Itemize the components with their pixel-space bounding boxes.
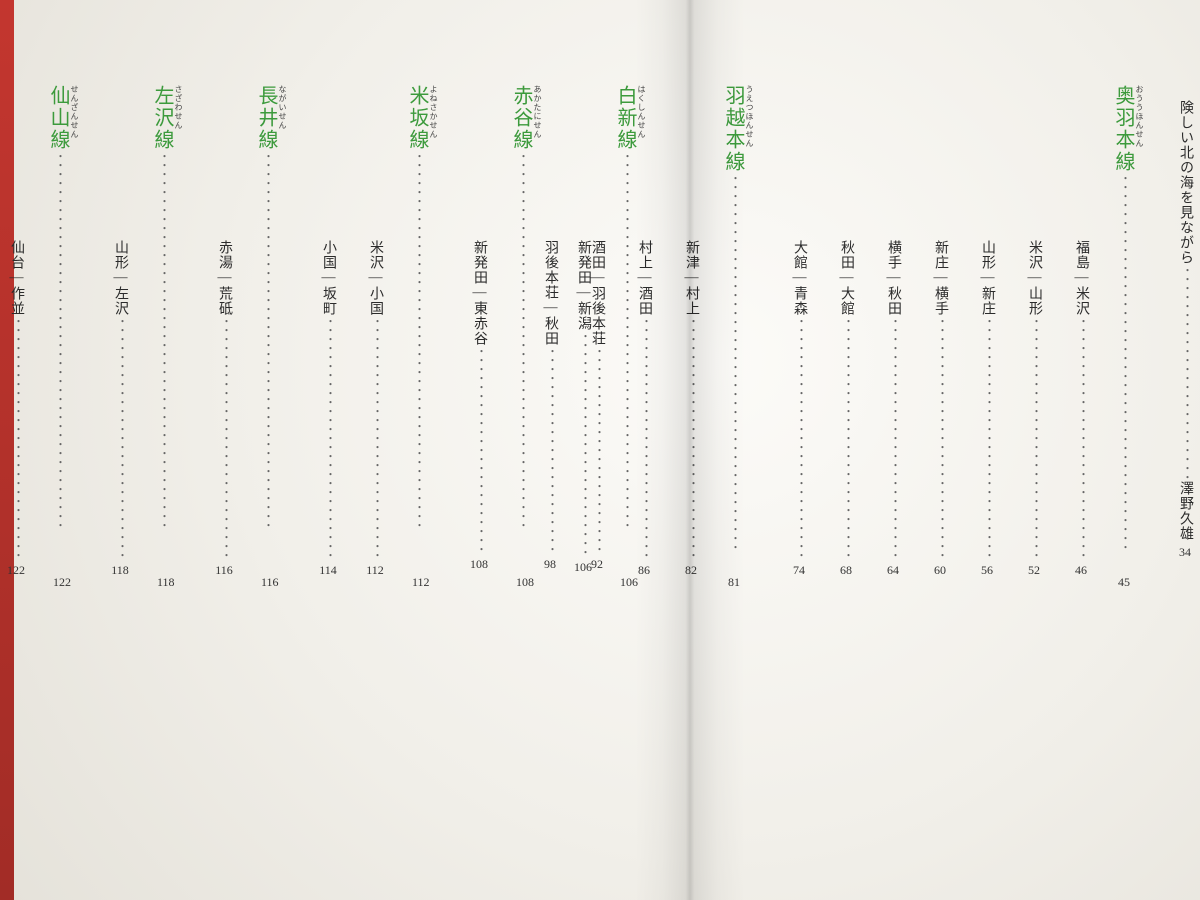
toc-column: 小国—坂町・・・・・・・・・・・・・・・・・・・・・・・・・・・114 — [318, 240, 338, 578]
toc-column: 仙台—作並・・・・・・・・・・・・・・・・・・・・・・・・・・・122 — [6, 240, 26, 578]
toc-column: 左沢線・・・・・・・・・・・・・・・・・・・・・・・・・・・・・・・・・・・・・… — [157, 85, 177, 529]
furigana: よねさかせん — [429, 85, 437, 139]
route-segment: 大館—青森 — [792, 240, 807, 316]
section-title: 奥羽本線 — [1112, 85, 1134, 173]
toc-column: 赤谷線・・・・・・・・・・・・・・・・・・・・・・・・・・・・・・・・・・・・・… — [516, 85, 536, 529]
author-name: 澤野久雄 — [1178, 481, 1193, 541]
toc-column: 福島—米沢・・・・・・・・・・・・・・・・・・・・・・・・・・・46 — [1071, 240, 1091, 578]
furigana: あかたにせん — [533, 85, 541, 139]
page-number: 82 — [685, 563, 697, 578]
route-segment: 新庄—横手 — [933, 240, 948, 316]
section-page-number: 45 — [1118, 575, 1130, 590]
page-number: 116 — [215, 563, 233, 578]
toc-column: 羽越本線・・・・・・・・・・・・・・・・・・・・・・・・・・・・・・・・・・・・… — [728, 85, 748, 551]
furigana: さざわせん — [174, 85, 182, 130]
toc-column: 新庄—横手・・・・・・・・・・・・・・・・・・・・・・・・・・・60 — [930, 240, 950, 578]
toc-column: 羽後本荘—秋田・・・・・・・・・・・・・・・・・・・・・・・98 — [540, 240, 560, 572]
page-number: 108 — [470, 557, 488, 572]
toc-column: 山形—新庄・・・・・・・・・・・・・・・・・・・・・・・・・・・56 — [977, 240, 997, 578]
page-number: 74 — [793, 563, 805, 578]
furigana: おううほんせん — [1135, 85, 1143, 148]
section-title: 羽越本線 — [722, 85, 744, 173]
section-page-number: 106 — [620, 575, 638, 590]
route-segment: 秋田—大館 — [839, 240, 854, 316]
toc-column: 新発田—新潟・・・・・・・・・・・・・・・・・・・・・・・・・106 — [573, 240, 593, 575]
furigana: はくしんせん — [637, 85, 645, 139]
page-number: 34 — [1179, 545, 1191, 560]
page-number: 56 — [981, 563, 993, 578]
page-number: 112 — [366, 563, 384, 578]
section-title: 白新線 — [614, 85, 636, 151]
section-page-number: 108 — [516, 575, 534, 590]
route-segment: 羽後本荘—秋田 — [543, 240, 558, 346]
page-number: 52 — [1028, 563, 1040, 578]
toc-column: 山形—左沢・・・・・・・・・・・・・・・・・・・・・・・・・・・118 — [110, 240, 130, 578]
toc-column: 米沢—山形・・・・・・・・・・・・・・・・・・・・・・・・・・・52 — [1024, 240, 1044, 578]
page-number: 64 — [887, 563, 899, 578]
section-title: 左沢線 — [151, 85, 173, 151]
toc-column: 横手—秋田・・・・・・・・・・・・・・・・・・・・・・・・・・・64 — [883, 240, 903, 578]
section-page-number: 112 — [412, 575, 430, 590]
furigana: うえつほんせん — [745, 85, 753, 148]
route-segment: 横手—秋田 — [886, 240, 901, 316]
toc-column: 険しい北の海を見ながら・・・・・・・・・・・・・・・・・・・・・・・・澤野久雄3… — [1175, 100, 1195, 560]
route-segment: 小国—坂町 — [321, 240, 336, 316]
route-segment: 山形—左沢 — [113, 240, 128, 316]
route-segment: 福島—米沢 — [1074, 240, 1089, 316]
route-segment: 新発田—東赤谷 — [472, 240, 487, 346]
route-segment: 仙台—作並 — [9, 240, 24, 316]
route-segment: 赤湯—荒砥 — [217, 240, 232, 316]
route-segment: 米沢—小国 — [368, 240, 383, 316]
toc-column: 白新線・・・・・・・・・・・・・・・・・・・・・・・・・・・・・・・・・・・・・… — [620, 85, 640, 529]
section-page-number: 116 — [261, 575, 279, 590]
section-page-number: 81 — [728, 575, 740, 590]
furigana: せんざんせん — [70, 85, 78, 139]
toc-column: 新津—村上・・・・・・・・・・・・・・・・・・・・・・・・・・・82 — [681, 240, 701, 578]
section-page-number: 122 — [53, 575, 71, 590]
toc-column: 仙山線・・・・・・・・・・・・・・・・・・・・・・・・・・・・・・・・・・・・・… — [53, 85, 73, 529]
route-segment: 山形—新庄 — [980, 240, 995, 316]
toc-column: 大館—青森・・・・・・・・・・・・・・・・・・・・・・・・・・・74 — [789, 240, 809, 578]
toc-column: 赤湯—荒砥・・・・・・・・・・・・・・・・・・・・・・・・・・・116 — [214, 240, 234, 578]
toc-column: 長井線・・・・・・・・・・・・・・・・・・・・・・・・・・・・・・・・・・・・・… — [261, 85, 281, 529]
toc-column: 秋田—大館・・・・・・・・・・・・・・・・・・・・・・・・・・・68 — [836, 240, 856, 578]
route-segment: 米沢—山形 — [1027, 240, 1042, 316]
page-number: 122 — [7, 563, 25, 578]
page-number: 46 — [1075, 563, 1087, 578]
toc-column: 米沢—小国・・・・・・・・・・・・・・・・・・・・・・・・・・・112 — [365, 240, 385, 578]
page-number: 68 — [840, 563, 852, 578]
page-number: 60 — [934, 563, 946, 578]
section-title: 米坂線 — [406, 85, 428, 151]
page-number: 114 — [319, 563, 337, 578]
furigana: ながいせん — [278, 85, 286, 130]
page-number: 98 — [544, 557, 556, 572]
toc-column: 米坂線・・・・・・・・・・・・・・・・・・・・・・・・・・・・・・・・・・・・・… — [412, 85, 432, 529]
prelude-text: 険しい北の海を見ながら — [1178, 100, 1193, 265]
route-segment: 新発田—新潟 — [576, 240, 591, 331]
toc-column: 奥羽本線・・・・・・・・・・・・・・・・・・・・・・・・・・・・・・・・・・・・… — [1118, 85, 1138, 551]
section-title: 長井線 — [255, 85, 277, 151]
book-spread: 険しい北の海を見ながら・・・・・・・・・・・・・・・・・・・・・・・・澤野久雄3… — [0, 0, 1200, 900]
toc-column: 新発田—東赤谷・・・・・・・・・・・・・・・・・・・・・・・108 — [469, 240, 489, 572]
page-number: 86 — [638, 563, 650, 578]
section-title: 仙山線 — [47, 85, 69, 151]
section-title: 赤谷線 — [510, 85, 532, 151]
page-number: 118 — [111, 563, 129, 578]
section-page-number: 118 — [157, 575, 175, 590]
route-segment: 新津—村上 — [684, 240, 699, 316]
page-number: 106 — [574, 560, 592, 575]
